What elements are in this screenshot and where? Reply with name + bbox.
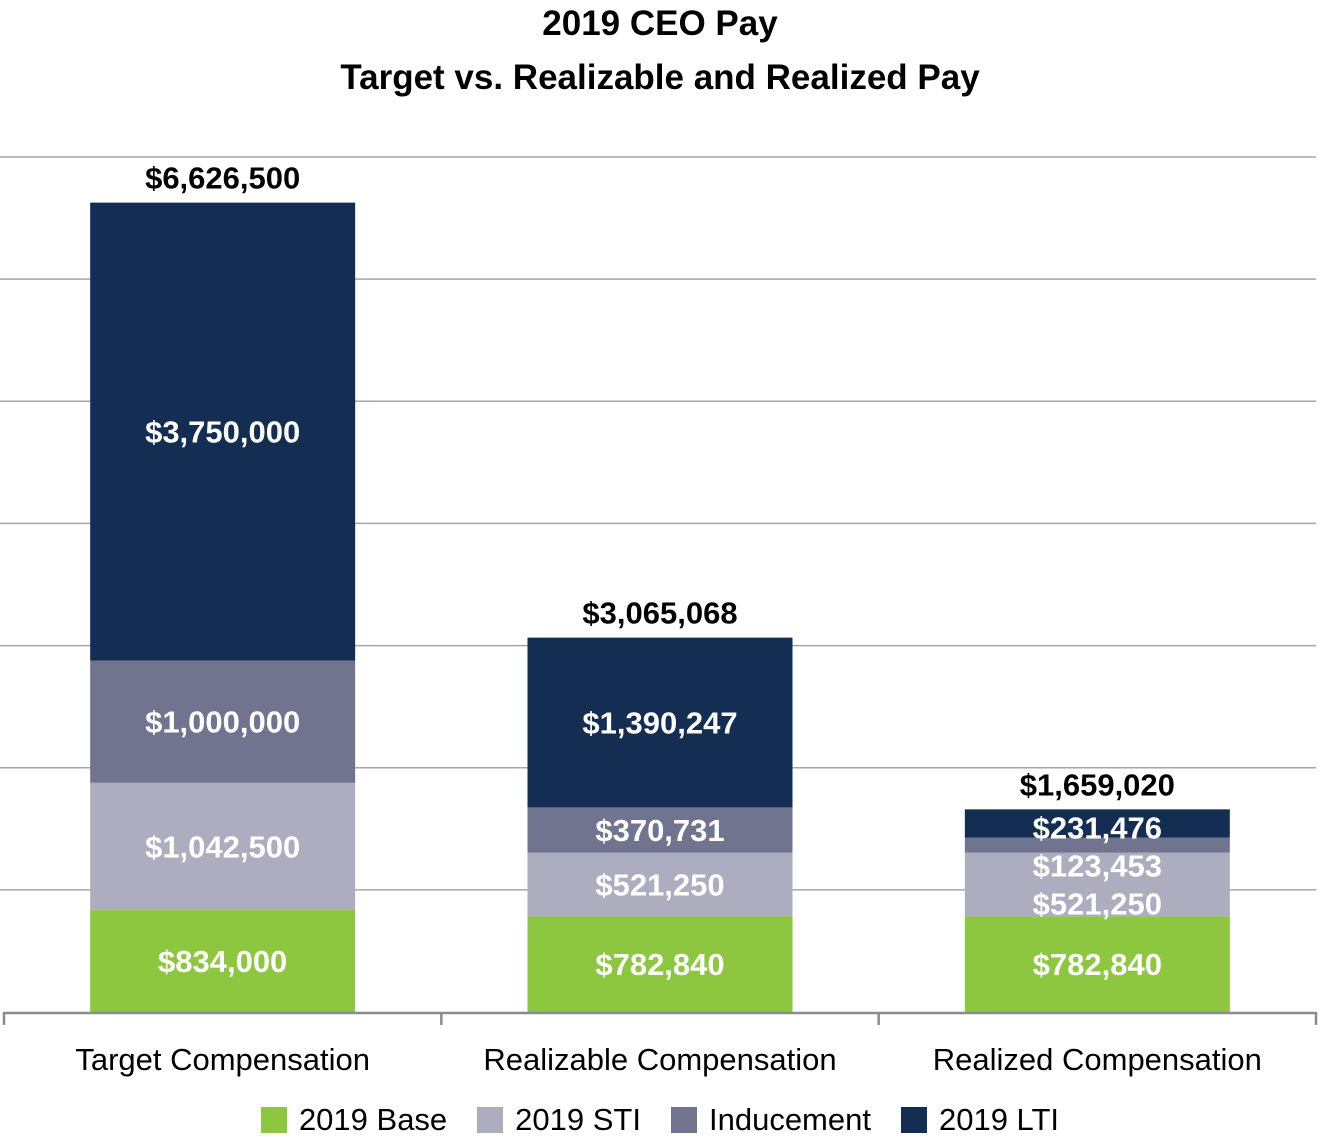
legend-label: 2019 STI [515, 1102, 641, 1137]
chart-subtitle: Target vs. Realizable and Realized Pay [340, 58, 980, 97]
legend-swatch [477, 1107, 504, 1133]
legend-label: 2019 Base [298, 1102, 448, 1137]
bar-segment [964, 837, 1230, 853]
total-label: $3,065,068 [582, 596, 737, 631]
data-label: $3,750,000 [145, 415, 300, 450]
data-label: $370,731 [595, 813, 724, 848]
data-label: $521,250 [1033, 886, 1162, 921]
data-label: $1,390,247 [582, 706, 737, 741]
x-tick-label: Realizable Compensation [483, 1042, 836, 1077]
bar-segment [527, 852, 793, 917]
bar-segment [90, 202, 356, 661]
data-label: $231,476 [1033, 810, 1162, 845]
total-label: $1,659,020 [1020, 767, 1175, 802]
legend: 2019 Base 2019 STI Inducement 2019 LTI [0, 1102, 1320, 1138]
bar-segment [964, 916, 1230, 1012]
bar-segment [90, 910, 356, 1012]
legend-label: 2019 LTI [938, 1102, 1060, 1137]
bar-segment [90, 660, 356, 783]
bar-segment [964, 852, 1230, 917]
x-tick-label: Target Compensation [75, 1042, 370, 1077]
legend-swatch [670, 1107, 697, 1133]
legend-item-base: 2019 Base [260, 1102, 448, 1138]
bar-segment [527, 637, 793, 808]
bar-segment [964, 809, 1230, 838]
data-label: $1,000,000 [145, 705, 300, 740]
legend-item-inducement: Inducement [670, 1102, 871, 1138]
total-label: $6,626,500 [145, 161, 300, 196]
legend-swatch [900, 1107, 927, 1133]
legend-item-sti: 2019 STI [477, 1102, 641, 1138]
data-label: $1,042,500 [145, 829, 300, 864]
chart-title: 2019 CEO Pay [542, 4, 778, 43]
data-label: $123,453 [1033, 848, 1162, 883]
legend-label: Inducement [708, 1102, 871, 1137]
legend-item-lti: 2019 LTI [900, 1102, 1060, 1138]
x-tick-label: Realized Compensation [933, 1042, 1262, 1077]
data-label: $521,250 [595, 868, 724, 903]
data-label: $782,840 [1033, 947, 1162, 982]
chart-plot: $834,000 $1,042,500 $1,000,000 $3,750,000 $6… [0, 156, 1318, 1077]
bar-segment [90, 782, 356, 911]
bar-segment [527, 807, 793, 853]
data-label: $782,840 [595, 947, 724, 982]
legend-swatch [260, 1107, 287, 1133]
data-label: $834,000 [158, 944, 287, 979]
bar-segment [527, 916, 793, 1012]
